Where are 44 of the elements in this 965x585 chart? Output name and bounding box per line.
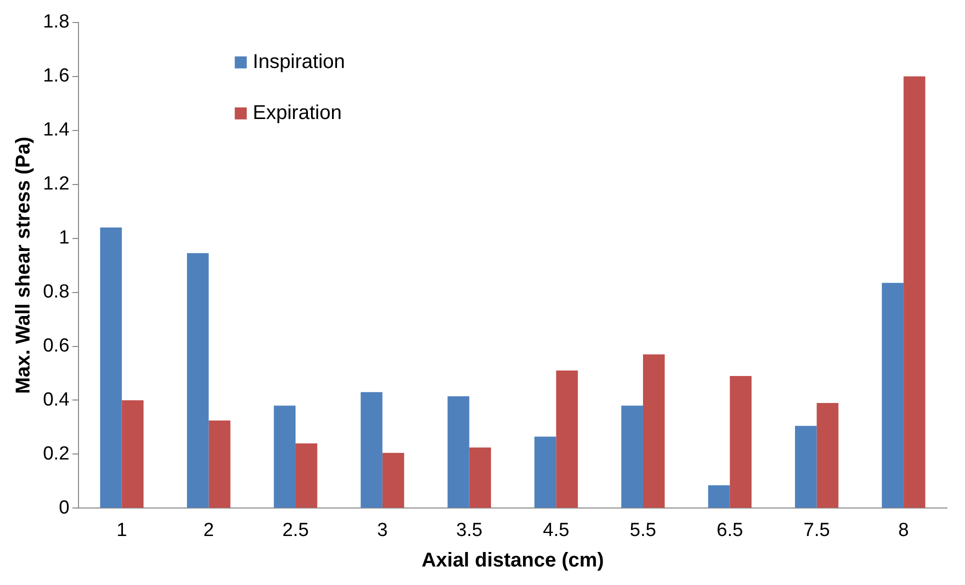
bar: [882, 282, 904, 508]
x-tick-label: 7.5: [804, 520, 830, 541]
bar: [100, 228, 122, 508]
bar: [382, 452, 404, 508]
x-tick-label: 3.5: [456, 520, 482, 541]
y-tick-label: 0.2: [42, 443, 70, 464]
legend-label: Inspiration: [252, 50, 346, 73]
bar: [794, 426, 817, 508]
bar: [296, 443, 318, 508]
x-tick-label: 8: [898, 520, 909, 541]
bar: [534, 436, 556, 508]
bar: [642, 354, 665, 508]
bar: [448, 396, 470, 508]
bar: [904, 76, 926, 508]
x-tick-label: 6.5: [716, 520, 744, 541]
bar: [122, 400, 144, 508]
y-tick-label: 1.2: [42, 174, 70, 195]
bar: [208, 420, 230, 508]
bar: [360, 392, 382, 508]
y-tick-label: 1.6: [42, 66, 70, 87]
bar: [556, 370, 578, 508]
y-tick-label: 0: [58, 497, 70, 518]
y-tick-label: 1.8: [42, 12, 70, 33]
x-tick-label: 2: [203, 520, 214, 541]
x-tick-label: 3: [377, 520, 388, 541]
y-tick-label: 1.4: [42, 120, 70, 141]
x-tick-label: 5.5: [630, 520, 656, 541]
y-axis-title: Max. Wall shear stress (Pa): [12, 136, 35, 394]
bar: [274, 406, 296, 508]
x-axis-title: Axial distance (cm): [422, 550, 604, 572]
bar: [816, 402, 838, 508]
y-tick-label: 0.4: [42, 389, 70, 410]
legend-label: Expiration: [252, 102, 342, 124]
bar: [186, 253, 209, 508]
bar: [708, 485, 730, 508]
y-tick-label: 1: [58, 228, 70, 249]
bar: [469, 447, 491, 508]
y-tick-label: 0.8: [42, 282, 70, 303]
bar: [621, 406, 643, 508]
bar: [730, 376, 752, 508]
x-tick-label: 4.5: [542, 520, 570, 541]
x-tick-label: 1: [116, 520, 128, 541]
x-tick-label: 2.5: [282, 520, 309, 541]
y-tick-label: 0.6: [42, 336, 70, 356]
